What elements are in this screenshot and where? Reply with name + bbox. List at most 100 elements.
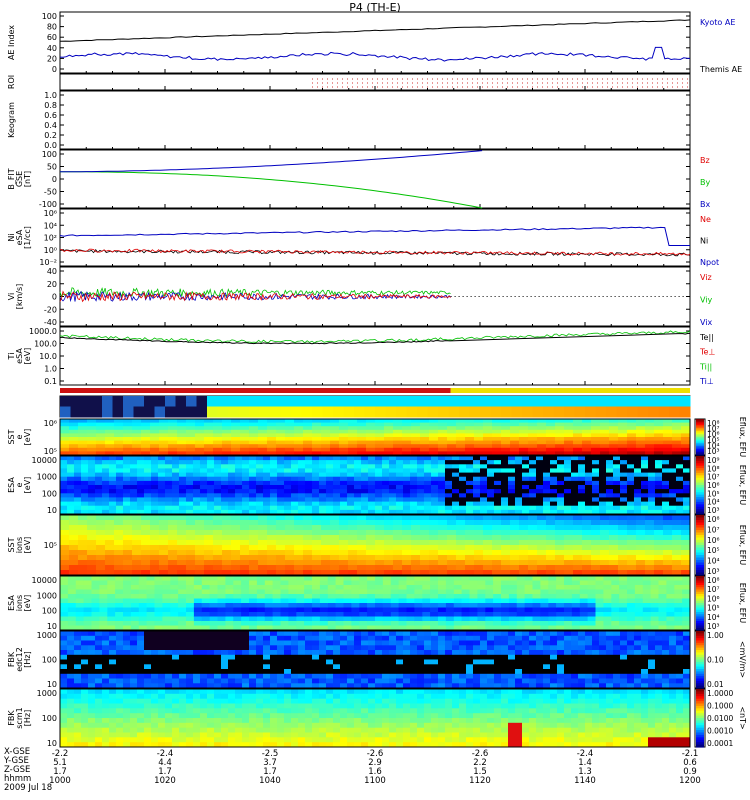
spectrogram-cell (114, 433, 124, 438)
spectrogram-cell (242, 659, 250, 665)
spectrogram-cell (144, 476, 152, 482)
spectrogram-cell (132, 565, 142, 571)
y-axis-label: B_FIT (7, 168, 16, 189)
spectrogram-cell (613, 501, 621, 507)
spectrogram-cell (524, 589, 533, 595)
spectrogram-cell (277, 476, 285, 482)
spectrogram-cell (456, 422, 466, 427)
spectrogram-cell (382, 476, 390, 482)
spectrogram-cell (578, 464, 586, 469)
spectrogram-cell (666, 585, 675, 590)
spectrogram-cell (634, 489, 642, 494)
spectrogram-cell (221, 650, 229, 656)
spectrogram-cell (431, 480, 439, 486)
spectrogram-cell (564, 433, 574, 438)
spectrogram-cell (483, 525, 493, 531)
spectrogram-cell (88, 456, 96, 461)
spectrogram-cell (611, 589, 620, 595)
spectrogram-cell (305, 464, 313, 469)
spectrogram-cell (141, 419, 151, 424)
spectrogram-cell (480, 396, 491, 407)
spectrogram-cell (501, 580, 510, 586)
spectrogram-cell (430, 594, 439, 599)
spectrogram-cell (592, 460, 600, 465)
spectrogram-cell (231, 437, 241, 442)
spectrogram-cell (600, 451, 610, 456)
spectrogram-cell (209, 594, 218, 599)
spectrogram-cell (662, 489, 670, 494)
spectrogram-cell (357, 515, 367, 521)
spectrogram-cell (390, 589, 400, 595)
spectrogram-cell (96, 437, 106, 442)
spectrogram-cell (259, 396, 271, 407)
spectrogram-cell (179, 472, 187, 478)
spectrogram-cell (648, 396, 659, 407)
spectrogram-cell (636, 440, 646, 445)
spectrogram-cell (200, 493, 208, 498)
spectrogram-cell (228, 664, 236, 670)
spectrogram-cell (483, 550, 493, 556)
spectrogram-cell (88, 501, 96, 507)
spectrogram-cell (510, 447, 520, 452)
spectrogram-cell (585, 485, 593, 490)
spectrogram-cell (480, 406, 491, 418)
spectrogram-cell (186, 550, 196, 556)
spectrogram-cell (303, 444, 313, 449)
spectrogram-cell (123, 437, 133, 442)
spectrogram-cell (540, 576, 549, 581)
spectrogram-cell (347, 460, 355, 465)
spectrogram-cell (681, 540, 691, 546)
spectrogram-cell (114, 565, 124, 571)
spectrogram-cell (343, 406, 355, 418)
spectrogram-cell (204, 560, 214, 566)
spectrogram-cell (618, 530, 628, 536)
spectrogram-cell (414, 607, 423, 613)
spectrogram-cell (312, 426, 322, 431)
x-tick-label: -2.6 (472, 749, 489, 759)
spectrogram-cell (662, 464, 670, 469)
spectrogram-cell (151, 505, 159, 511)
spectrogram-cell (619, 585, 628, 590)
spectrogram-cell (123, 650, 131, 656)
spectrogram-cell (501, 603, 510, 608)
spectrogram-cell (81, 456, 89, 461)
y-tick-label: 100 (42, 607, 57, 616)
spectrogram-cell (87, 555, 97, 561)
spectrogram-cell (207, 476, 215, 482)
spectrogram-cell (466, 460, 474, 465)
spectrogram-cell (461, 585, 470, 590)
spectrogram-cell (485, 585, 494, 590)
spectrogram-cell (663, 515, 673, 521)
spectrogram-cell (627, 555, 637, 561)
spectrogram-cell (606, 489, 614, 494)
spectrogram-cell (348, 525, 358, 531)
spectrogram-cell (327, 598, 337, 604)
spectrogram-cell (137, 659, 145, 665)
spectrogram-cell (487, 485, 495, 490)
spectrogram-cell (456, 530, 466, 536)
spectrogram-cell (662, 456, 670, 461)
spectrogram-cell (207, 654, 215, 661)
spectrogram-cell (669, 406, 680, 418)
spectrogram-cell (578, 472, 586, 478)
spectrogram-cell (516, 607, 526, 613)
spectrogram-cell (398, 625, 407, 631)
spectrogram-cell (375, 456, 383, 461)
spectrogram-cell (123, 456, 131, 461)
spectrogram-cell (256, 472, 264, 478)
spectrogram-cell (305, 468, 313, 473)
spectrogram-cell (529, 505, 537, 511)
spectrogram-cell (453, 621, 463, 626)
spectrogram-cell (553, 396, 565, 407)
spectrogram-cell (620, 472, 628, 478)
spectrogram-cell (235, 640, 243, 646)
spectrogram-cell (636, 433, 646, 438)
spectrogram-cell (221, 464, 229, 469)
spectrogram-cell (474, 520, 484, 526)
spectrogram-cell (447, 570, 457, 576)
spectrogram-cell (390, 625, 400, 631)
spectrogram-cell (123, 489, 131, 494)
spectrogram-cell (258, 565, 268, 571)
spectrogram-cell (609, 570, 619, 576)
spectrogram-cell (417, 485, 425, 490)
